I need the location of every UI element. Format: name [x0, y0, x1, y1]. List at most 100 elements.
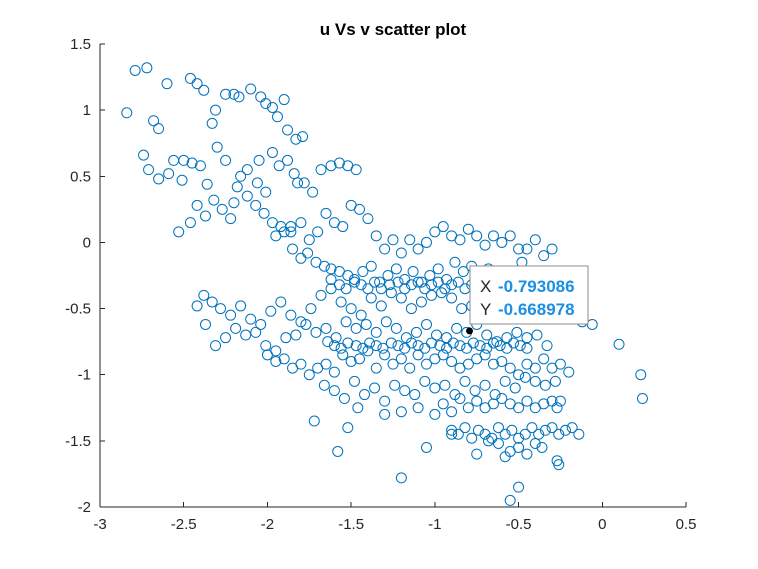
data-point[interactable]	[554, 358, 566, 370]
data-point[interactable]	[439, 379, 451, 391]
data-point[interactable]	[538, 250, 550, 262]
data-point[interactable]	[220, 88, 232, 100]
data-point[interactable]	[354, 353, 366, 365]
data-point[interactable]	[479, 349, 491, 361]
data-point[interactable]	[454, 340, 466, 352]
data-point[interactable]	[420, 236, 432, 248]
data-point[interactable]	[290, 133, 302, 145]
data-point[interactable]	[228, 197, 240, 209]
data-point[interactable]	[370, 340, 382, 352]
data-point[interactable]	[328, 366, 340, 378]
data-point[interactable]	[541, 340, 553, 352]
data-point[interactable]	[303, 234, 315, 246]
data-point[interactable]	[141, 62, 153, 74]
data-point[interactable]	[554, 395, 566, 407]
data-point[interactable]	[546, 422, 558, 434]
data-point[interactable]	[342, 270, 354, 281]
data-point[interactable]	[271, 111, 283, 123]
data-point[interactable]	[454, 393, 466, 405]
data-point[interactable]	[315, 164, 327, 176]
data-point[interactable]	[240, 329, 252, 341]
data-point[interactable]	[539, 424, 551, 436]
data-point[interactable]	[322, 336, 334, 348]
data-point[interactable]	[481, 329, 493, 341]
data-point[interactable]	[538, 353, 550, 365]
data-point[interactable]	[461, 342, 473, 354]
data-point[interactable]	[466, 432, 478, 444]
data-point[interactable]	[385, 337, 397, 349]
data-point[interactable]	[487, 337, 499, 349]
data-point[interactable]	[482, 435, 494, 447]
data-point[interactable]	[429, 408, 441, 420]
data-point[interactable]	[230, 322, 242, 334]
data-point[interactable]	[342, 422, 354, 434]
data-point[interactable]	[513, 481, 525, 493]
data-point[interactable]	[357, 266, 369, 278]
data-point[interactable]	[499, 375, 511, 387]
data-point[interactable]	[320, 207, 332, 219]
data-point[interactable]	[426, 289, 438, 301]
data-point[interactable]	[553, 459, 565, 471]
data-point[interactable]	[261, 349, 273, 361]
data-point[interactable]	[636, 393, 648, 405]
data-point[interactable]	[521, 448, 533, 460]
data-point[interactable]	[452, 276, 464, 288]
data-point[interactable]	[420, 318, 432, 330]
data-point[interactable]	[635, 369, 647, 381]
data-point[interactable]	[270, 355, 282, 367]
data-point[interactable]	[392, 340, 404, 352]
data-point[interactable]	[340, 316, 352, 328]
data-point[interactable]	[412, 349, 424, 361]
data-point[interactable]	[457, 266, 469, 278]
data-point[interactable]	[474, 340, 486, 352]
data-point[interactable]	[405, 303, 417, 315]
data-point[interactable]	[143, 164, 155, 176]
data-point[interactable]	[375, 300, 387, 312]
data-point[interactable]	[245, 313, 257, 325]
data-point[interactable]	[436, 287, 448, 299]
data-point[interactable]	[437, 221, 449, 233]
data-point[interactable]	[454, 234, 466, 246]
data-point[interactable]	[521, 243, 533, 255]
data-point[interactable]	[342, 337, 354, 349]
data-point[interactable]	[285, 309, 297, 321]
data-point[interactable]	[432, 276, 444, 288]
data-point[interactable]	[412, 340, 424, 352]
data-point[interactable]	[173, 226, 185, 238]
data-point[interactable]	[163, 168, 175, 180]
data-point[interactable]	[273, 160, 285, 172]
data-point[interactable]	[471, 230, 483, 242]
data-point[interactable]	[429, 226, 441, 238]
data-point[interactable]	[362, 283, 374, 295]
data-point[interactable]	[419, 342, 431, 354]
data-point[interactable]	[282, 154, 294, 166]
data-point[interactable]	[496, 236, 508, 248]
data-point[interactable]	[504, 494, 516, 506]
data-point[interactable]	[399, 283, 411, 295]
data-point[interactable]	[492, 422, 504, 434]
data-point[interactable]	[365, 260, 377, 272]
data-point[interactable]	[412, 402, 424, 414]
data-point[interactable]	[350, 340, 362, 352]
data-point[interactable]	[320, 322, 332, 334]
data-point[interactable]	[282, 124, 294, 136]
data-point[interactable]	[462, 402, 474, 414]
data-point[interactable]	[426, 279, 438, 291]
data-point[interactable]	[467, 337, 479, 349]
data-point[interactable]	[613, 338, 625, 350]
data-point[interactable]	[228, 88, 240, 100]
data-point[interactable]	[404, 234, 416, 246]
data-point[interactable]	[300, 318, 312, 330]
data-point[interactable]	[194, 160, 206, 172]
data-point[interactable]	[333, 279, 345, 291]
data-point[interactable]	[320, 358, 332, 370]
data-point[interactable]	[199, 210, 211, 222]
data-point[interactable]	[225, 309, 237, 321]
data-point[interactable]	[412, 276, 424, 288]
data-point[interactable]	[405, 337, 417, 349]
data-point[interactable]	[446, 355, 458, 367]
data-point[interactable]	[407, 266, 419, 278]
data-point[interactable]	[479, 428, 491, 440]
data-point[interactable]	[231, 181, 243, 193]
data-point[interactable]	[479, 239, 491, 251]
